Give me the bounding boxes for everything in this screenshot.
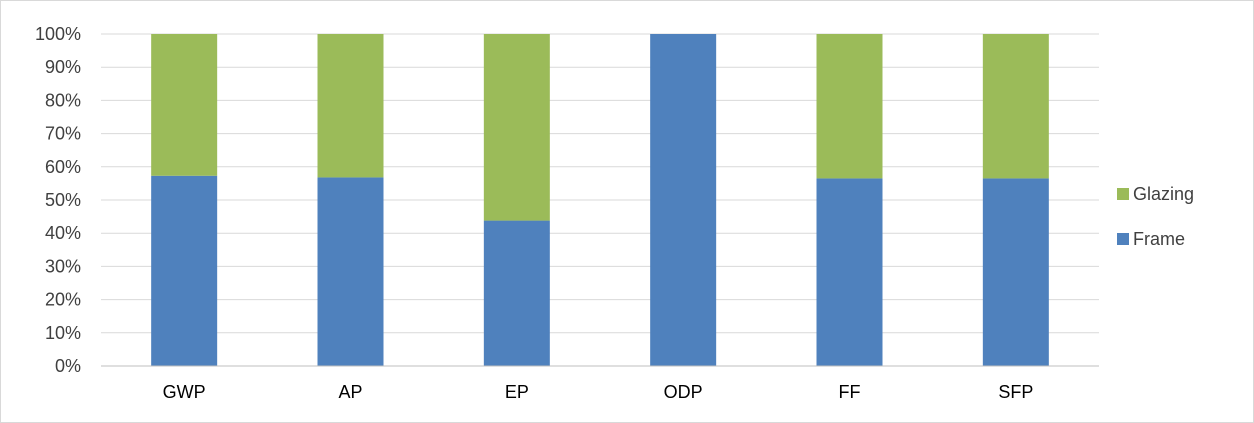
x-tick-label: AP: [338, 382, 362, 402]
bar-frame-ff: [816, 178, 883, 366]
legend-swatch-frame: [1117, 233, 1129, 245]
bar-glazing-ff: [816, 34, 883, 179]
y-tick-label: 0%: [55, 356, 81, 376]
x-tick-label: ODP: [664, 382, 703, 402]
bar-frame-ap: [317, 177, 384, 366]
y-tick-label: 40%: [45, 223, 81, 243]
legend-label-glazing: Glazing: [1133, 184, 1194, 204]
bar-frame-sfp: [982, 178, 1049, 366]
y-tick-label: 10%: [45, 323, 81, 343]
axes: 0% 10% 20% 30% 40% 50% 60% 70% 80% 90% 100% GWP AP EP…: [35, 24, 1099, 402]
x-tick-label: FF: [839, 382, 861, 402]
y-tick-label: 50%: [45, 190, 81, 210]
x-tick-label: SFP: [998, 382, 1033, 402]
legend: Glazing Frame: [1117, 184, 1194, 249]
y-tick-label: 20%: [45, 290, 81, 310]
x-tick-label: EP: [505, 382, 529, 402]
bar-frame-ep: [483, 220, 550, 366]
legend-label-frame: Frame: [1133, 229, 1185, 249]
bar-glazing-ep: [483, 34, 550, 221]
bars: [151, 34, 1049, 366]
bar-frame-gwp: [151, 175, 218, 366]
x-tick-label: GWP: [163, 382, 206, 402]
bar-frame-odp: [650, 34, 717, 366]
y-tick-label: 70%: [45, 124, 81, 144]
y-tick-label: 30%: [45, 256, 81, 276]
y-tick-label: 60%: [45, 157, 81, 177]
y-tick-label: 80%: [45, 90, 81, 110]
bar-glazing-gwp: [151, 34, 218, 176]
y-tick-label: 100%: [35, 24, 81, 44]
bar-glazing-ap: [317, 34, 384, 178]
y-tick-label: 90%: [45, 57, 81, 77]
legend-swatch-glazing: [1117, 188, 1129, 200]
gridlines: [101, 33, 1099, 334]
bar-glazing-sfp: [982, 34, 1049, 179]
